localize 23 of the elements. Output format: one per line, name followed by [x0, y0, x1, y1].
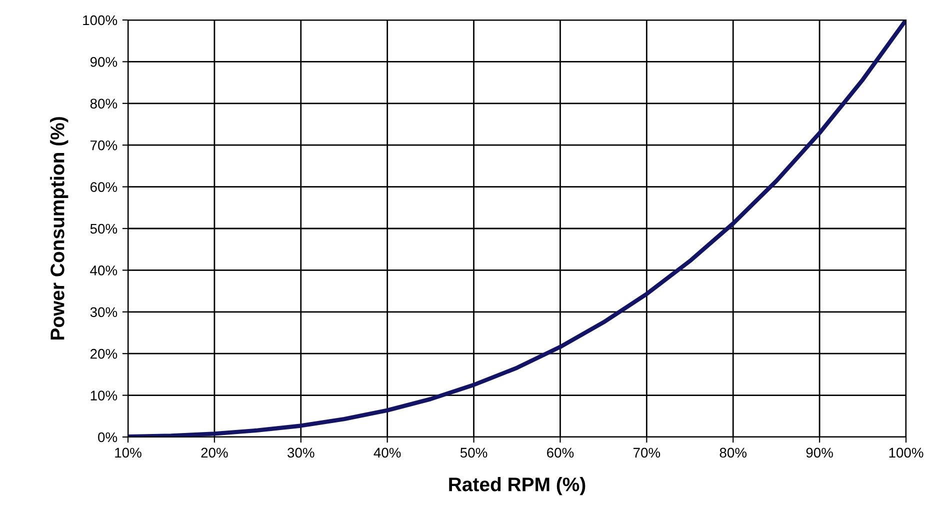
- y-tick-label: 10%: [90, 390, 118, 400]
- x-tick-label: 50%: [460, 448, 488, 458]
- x-tick-label: 20%: [201, 448, 228, 458]
- x-tick-label: 10%: [115, 448, 142, 458]
- x-tick-label: 30%: [288, 448, 314, 458]
- y-tick-label: 100%: [83, 15, 118, 26]
- x-tick-label: 60%: [547, 448, 574, 458]
- y-tick-label: 80%: [90, 98, 118, 109]
- x-tick-label: 70%: [633, 448, 660, 458]
- y-tick-label: 0%: [98, 432, 118, 442]
- y-tick-label: 20%: [90, 348, 118, 359]
- y-tick-label: 50%: [90, 224, 118, 234]
- x-tick-label: 90%: [806, 448, 833, 458]
- y-tick-label: 90%: [90, 57, 118, 67]
- x-axis-title: Rated RPM (%): [449, 477, 586, 496]
- y-tick-label: 60%: [90, 182, 118, 192]
- y-tick-label: 70%: [90, 140, 118, 150]
- y-tick-label: 30%: [90, 307, 118, 318]
- x-tick-label: 100%: [889, 448, 924, 458]
- y-tick-label: 40%: [90, 266, 118, 276]
- x-tick-label: 40%: [374, 448, 401, 458]
- y-axis-title: Power Consumption (%): [50, 117, 68, 340]
- x-tick-label: 80%: [720, 448, 747, 458]
